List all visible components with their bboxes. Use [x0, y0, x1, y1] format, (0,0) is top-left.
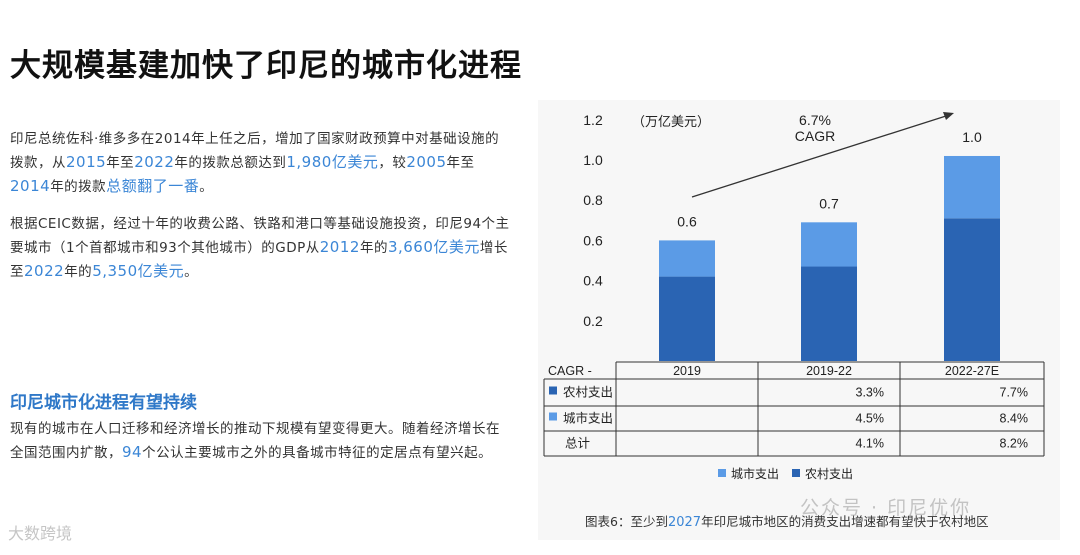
bar-urban-2 [944, 155, 1000, 219]
y-tick-label: 0.6 [583, 232, 603, 248]
para1-run-8: 2005 [406, 153, 447, 171]
para2-run-4: 增长至 [10, 240, 508, 280]
y-tick-label: 0.4 [583, 273, 603, 289]
bar-rural-0 [659, 276, 715, 361]
para2-run-8: 。 [184, 264, 199, 280]
table-row-label: 农村支出 [563, 386, 613, 400]
caption-run-2: 年印尼城市地区的消费支出增速都有望快于农村地区 [701, 514, 989, 529]
paragraph-outlook: 现有的城市在人口迁移和经济增长的推动下规模有望变得更大。随着经济增长在全国范围内… [10, 418, 510, 465]
cagr-arrow-head [943, 112, 954, 120]
para2-run-2: 年的 [359, 240, 388, 256]
bar-rural-1 [801, 266, 857, 361]
table-row-swatch [549, 412, 557, 421]
bar-urban-0 [659, 240, 715, 277]
table-cell: 4.5% [856, 412, 885, 426]
paragraph-gdp: 根据CEIC数据，经过十年的收费公路、铁路和港口等基础设施投资，印尼94个主要城… [10, 213, 510, 284]
legend-swatch [718, 469, 726, 477]
para1-run-11: 年的拨款 [50, 179, 107, 195]
watermark-logo-left: 大数跨境 [8, 524, 73, 543]
legend-swatch [792, 469, 800, 477]
bar-rural-2 [944, 218, 1000, 361]
cagr-arrow-line [691, 115, 947, 198]
para1-run-0: 印尼总统佐科·维多多在2014年上任之后，增加了国家财政预算中对基础设施的拨款， [10, 131, 500, 171]
section-subtitle: 印尼城市化进程有望持续 [10, 393, 197, 413]
legend-label: 农村支出 [805, 467, 853, 481]
bar-total-label: 0.6 [677, 213, 697, 229]
para1-run-7: ，较 [378, 155, 407, 171]
para1-run-12: 总额翻了一番 [106, 177, 200, 195]
bar-urban-1 [801, 222, 857, 267]
para3-run-1: 94 [122, 443, 143, 461]
x-tick-label: 2019-22 [806, 364, 852, 378]
bar-total-label: 0.7 [819, 195, 839, 211]
para3-run-0: 现有的城市在人口迁移和经济增长的推动下规模有望变得更大。随着经济增长在全国范围内… [10, 421, 500, 461]
para1-run-5: 年的拨款总额达到 [174, 155, 287, 171]
table-row-label: 总计 [565, 437, 590, 451]
y-tick-label: 1.0 [583, 152, 603, 168]
para1-run-9: 年至 [446, 155, 475, 171]
table-header-label: CAGR - [548, 364, 592, 378]
para1-run-2: 2015 [66, 153, 107, 171]
x-tick-label: 2019 [673, 364, 701, 378]
table-cell: 3.3% [856, 386, 885, 400]
table-cell: 7.7% [1000, 386, 1029, 400]
para1-run-1: 从 [52, 155, 66, 171]
para1-run-6: 1,980亿美元 [286, 153, 379, 171]
cagr-value: 6.7% [799, 112, 831, 128]
table-row-label: 城市支出 [563, 411, 613, 426]
para3-run-2: 个公认主要城市之外的具备城市特征的定居点有望兴起。 [142, 445, 493, 461]
para2-run-6: 年的 [64, 264, 93, 280]
table-cell: 8.2% [1000, 437, 1029, 451]
y-tick-label: 1.2 [583, 112, 603, 128]
y-tick-label: 0.8 [583, 192, 603, 208]
table-cell: 8.4% [1000, 412, 1029, 426]
caption-run-1: 2027 [667, 515, 702, 530]
y-unit-label: （万亿美元） [632, 114, 710, 129]
bar-total-label: 1.0 [962, 129, 982, 145]
para1-run-10: 2014 [10, 177, 51, 195]
caption-run-0: 图表6：至少到 [585, 514, 668, 529]
chart-caption: 图表6：至少到2027年印尼城市地区的消费支出增速都有望快于农村地区 [585, 511, 989, 530]
legend-label: 城市支出 [731, 466, 779, 481]
table-cell: 4.1% [856, 437, 885, 451]
para2-run-1: 2012 [319, 238, 360, 256]
para1-run-3: 年至 [106, 155, 135, 171]
x-tick-label: 2022-27E [945, 364, 999, 378]
table-row-swatch [549, 386, 557, 395]
cagr-label: CAGR [795, 128, 835, 144]
y-tick-label: 0.2 [583, 313, 603, 329]
para2-run-5: 2022 [24, 262, 65, 280]
page-title: 大规模基建加快了印尼的城市化进程 [10, 48, 522, 84]
para1-run-4: 2022 [134, 153, 175, 171]
para1-run-13: 。 [199, 179, 214, 195]
para2-run-0: 根据CEIC数据，经过十年的收费公路、铁路和港口等基础设施投资，印尼94个主要城… [10, 216, 510, 256]
para2-run-3: 3,660亿美元 [387, 238, 480, 256]
paragraph-funding: 印尼总统佐科·维多多在2014年上任之后，增加了国家财政预算中对基础设施的拨款，… [10, 128, 510, 199]
para2-run-7: 5,350亿美元 [92, 262, 185, 280]
watermark-account: 公众号 · 印尼优你 [800, 497, 972, 519]
